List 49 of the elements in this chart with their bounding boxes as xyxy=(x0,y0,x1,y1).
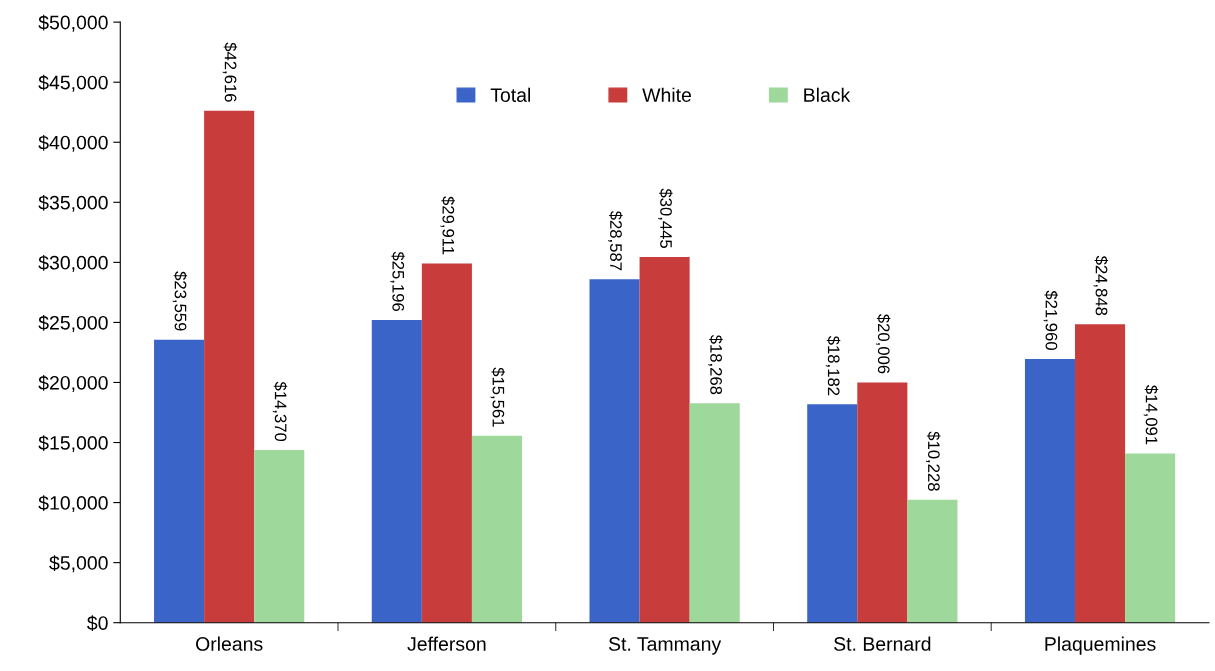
bar xyxy=(857,382,908,623)
y-tick-label: $0 xyxy=(87,615,108,632)
data-label: $18,268 xyxy=(708,334,723,395)
bar xyxy=(371,320,422,623)
bar xyxy=(1024,358,1076,623)
data-label: $24,848 xyxy=(1093,255,1109,316)
bar xyxy=(1125,453,1176,623)
y-tick-label: $15,000 xyxy=(38,435,108,453)
data-label: $30,445 xyxy=(658,188,673,248)
bar xyxy=(807,404,858,623)
y-tick-label: $20,000 xyxy=(38,375,108,392)
y-tick-label: $45,000 xyxy=(38,74,108,92)
bar xyxy=(907,499,958,623)
data-label: $20,006 xyxy=(875,314,891,374)
data-label: $10,228 xyxy=(925,431,941,491)
legend-label: Black xyxy=(804,87,851,102)
data-label: $15,561 xyxy=(490,367,505,427)
y-tick-label: $30,000 xyxy=(38,255,108,272)
data-label: $42,616 xyxy=(222,42,238,102)
y-tick-label: $10,000 xyxy=(38,495,108,513)
data-label: $23,559 xyxy=(172,271,188,331)
bar xyxy=(254,450,305,623)
data-label: $14,091 xyxy=(1143,385,1159,445)
data-label: $29,911 xyxy=(440,196,455,255)
x-tick-label: St. Tammany xyxy=(608,637,722,655)
data-label: $21,960 xyxy=(1043,290,1059,350)
y-tick-label: $50,000 xyxy=(38,14,108,32)
y-tick-label: $5,000 xyxy=(49,555,108,573)
y-tick-label: $35,000 xyxy=(38,194,108,212)
bar xyxy=(154,339,205,623)
x-tick-label: St. Bernard xyxy=(834,636,931,651)
y-tick-label: $40,000 xyxy=(38,134,108,152)
bar xyxy=(421,263,472,623)
data-label: $25,196 xyxy=(390,251,405,311)
bar xyxy=(639,257,690,623)
legend-label: White xyxy=(642,87,691,102)
x-tick-label: Orleans xyxy=(196,636,263,651)
bar xyxy=(1075,324,1126,623)
bar xyxy=(689,403,740,623)
bar xyxy=(589,279,640,623)
data-label: $14,370 xyxy=(272,381,288,442)
legend-label: Total xyxy=(490,87,531,102)
data-label: $28,587 xyxy=(608,210,623,271)
bar xyxy=(204,110,255,623)
bar xyxy=(471,435,522,623)
x-tick-label: Jefferson xyxy=(407,636,486,651)
data-label: $18,182 xyxy=(825,335,841,396)
y-tick-label: $25,000 xyxy=(38,315,108,332)
x-tick-label: Plaquemines xyxy=(1045,636,1156,655)
